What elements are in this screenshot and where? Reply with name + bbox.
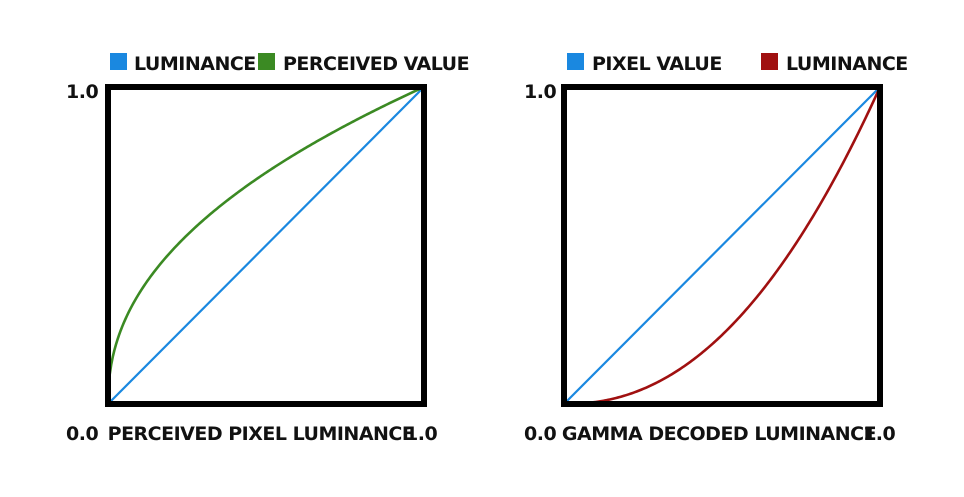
series-line-luminance — [107, 86, 425, 405]
x-tick-min: 0.0 — [524, 423, 556, 445]
plot-frame — [105, 84, 427, 407]
legend-swatch-luminance — [110, 53, 127, 70]
chart-right: PIXEL VALUE LUMINANCE 1.0 0.0 1.0 GAMMA … — [524, 53, 908, 445]
x-tick-min: 0.0 — [66, 423, 98, 445]
x-tick-max: 1.0 — [405, 423, 437, 445]
y-tick-max: 1.0 — [66, 81, 98, 103]
legend-label-luminance-red: LUMINANCE — [786, 53, 908, 75]
legend-label-pixel-value: PIXEL VALUE — [592, 53, 722, 75]
chart-left: LUMINANCE PERCEIVED VALUE 1.0 0.0 1.0 PE… — [66, 53, 470, 445]
x-axis-label: PERCEIVED PIXEL LUMINANCE — [108, 423, 415, 445]
legend-swatch-luminance-red — [761, 53, 778, 70]
plot-frame — [561, 84, 883, 407]
legend-label-luminance: LUMINANCE — [134, 53, 256, 75]
y-tick-max: 1.0 — [524, 81, 556, 103]
x-axis-label: GAMMA DECODED LUMINANCE — [562, 423, 876, 445]
legend-swatch-perceived-value — [258, 53, 275, 70]
legend-label-perceived-value: PERCEIVED VALUE — [283, 53, 469, 75]
series-line-pixel-value — [563, 86, 881, 405]
series-line-luminance-red — [564, 86, 882, 406]
series-line-perceived-value — [106, 85, 425, 405]
legend-swatch-pixel-value — [567, 53, 584, 70]
x-tick-max: 1.0 — [863, 423, 895, 445]
